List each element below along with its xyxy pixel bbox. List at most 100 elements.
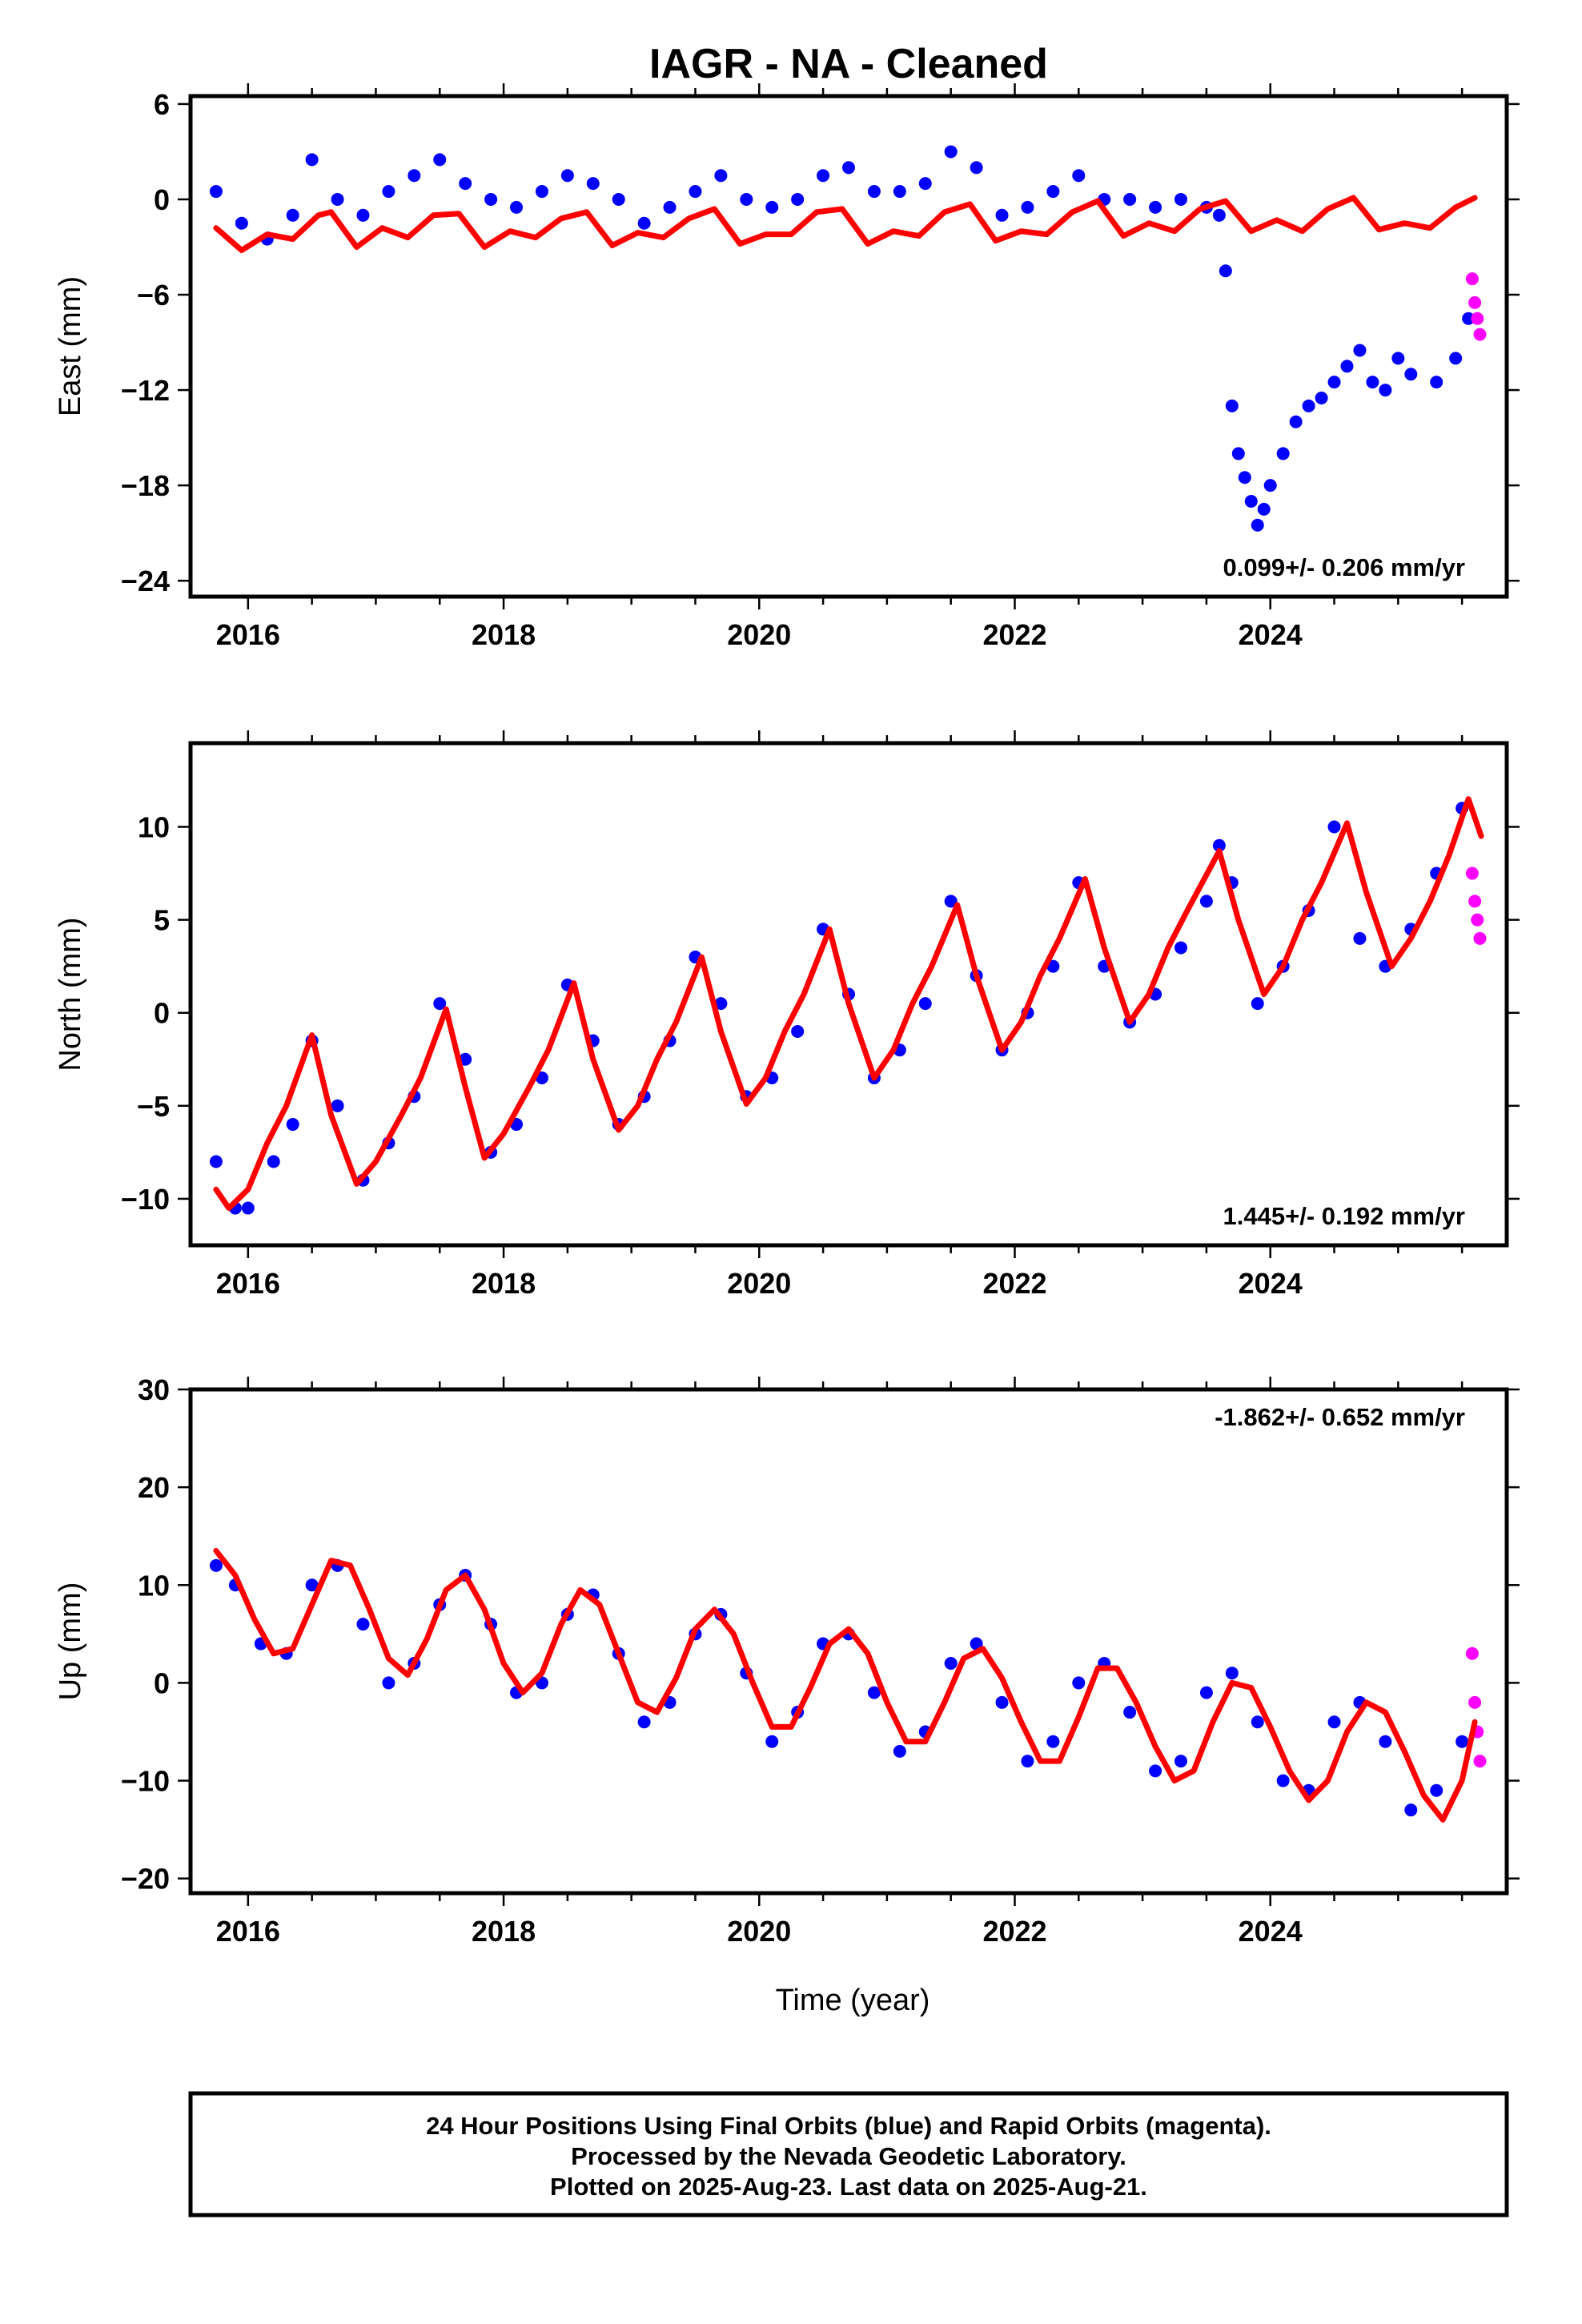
up-data-point: [1473, 1755, 1487, 1768]
x-axis-label: Time (year): [776, 1984, 930, 2017]
east-data-point: [382, 185, 396, 199]
up-x-tick-label: 2016: [216, 1915, 280, 1948]
up-data-point: [382, 1676, 396, 1690]
north-data-point: [1327, 820, 1341, 834]
up-data-point: [1465, 1647, 1479, 1660]
east-data-point: [1238, 471, 1251, 485]
east-data-point: [1340, 360, 1354, 373]
east-data-point: [612, 192, 625, 206]
east-x-tick-label: 2022: [982, 618, 1046, 651]
east-data-point: [1046, 185, 1060, 199]
north-y-tick-label: 5: [154, 904, 170, 937]
north-x-tick-label: 2016: [216, 1267, 280, 1300]
east-data-point: [1302, 399, 1315, 412]
north-data-point: [331, 1099, 344, 1112]
up-y-tick-label: 30: [138, 1373, 170, 1406]
east-panel: 2016 2018 2020 2022 2024 6 0 −6 −12 −18 −24 East (m…: [54, 83, 1520, 651]
footer-box: 24 Hour Positions Using Final Orbits (bl…: [188, 2091, 1509, 2217]
up-data-point: [1430, 1783, 1443, 1797]
north-x-tick-label: 2020: [727, 1267, 791, 1300]
up-data-point: [867, 1686, 881, 1699]
east-data-point: [1251, 518, 1264, 532]
east-y-tick-label: −24: [121, 565, 170, 597]
east-data-point: [1289, 415, 1303, 428]
north-data-point: [918, 997, 932, 1011]
up-data-point: [1174, 1755, 1187, 1768]
east-data-point: [1430, 376, 1443, 389]
east-data-point: [1149, 200, 1162, 214]
up-data-point: [1072, 1676, 1086, 1690]
east-data-point: [1219, 264, 1232, 278]
north-y-tick-label: −5: [137, 1090, 170, 1123]
east-fit-line: [213, 195, 1478, 253]
north-data-point: [1471, 913, 1484, 927]
east-data-point: [331, 192, 344, 206]
east-x-tick-label: 2020: [727, 618, 791, 651]
north-data-point: [1353, 931, 1367, 945]
east-data-point: [356, 208, 370, 222]
east-data-point: [842, 161, 855, 175]
up-data-point: [1276, 1774, 1290, 1787]
north-data-point: [433, 997, 447, 1011]
north-panel: 2016 2018 2020 2022 2024 10 5 0 −5 −10 North (mm) 1…: [54, 730, 1520, 1300]
north-data-point: [241, 1201, 255, 1215]
east-data-point: [791, 192, 805, 206]
north-y-tick-label: 10: [138, 811, 170, 844]
up-y-tick-label: 20: [138, 1471, 170, 1504]
up-x-tick-label: 2022: [982, 1915, 1046, 1948]
up-y-tick-label: 0: [154, 1667, 170, 1699]
up-data-point: [995, 1695, 1009, 1709]
east-data-point: [689, 185, 702, 199]
up-data-point: [637, 1715, 651, 1729]
up-data-point: [1149, 1764, 1162, 1778]
east-data-point: [586, 177, 600, 191]
up-frame: [188, 1387, 1509, 1896]
north-x-tick-label: 2024: [1239, 1267, 1303, 1300]
north-data-point: [1468, 895, 1482, 908]
east-x-tick-label: 2016: [216, 618, 280, 651]
east-data-point: [433, 153, 447, 167]
east-data-point: [893, 185, 906, 199]
east-y-tick-label: 0: [154, 183, 170, 216]
east-rate-label: 0.099+/- 0.206 mm/yr: [1223, 553, 1465, 581]
north-data-point: [944, 895, 958, 908]
up-x-tick-label: 2024: [1239, 1915, 1303, 1948]
east-data-point: [235, 216, 248, 230]
east-data-point: [714, 169, 728, 183]
north-x-tick-label: 2018: [472, 1267, 536, 1300]
up-rate-label: -1.862+/- 0.652 mm/yr: [1215, 1403, 1465, 1431]
up-data-point: [1456, 1735, 1469, 1748]
east-data-point: [740, 192, 753, 206]
north-y-tick-label: −10: [121, 1183, 170, 1216]
up-data-point: [1327, 1715, 1341, 1729]
up-data-point: [1199, 1686, 1213, 1699]
north-y-axis-label: North (mm): [54, 917, 87, 1071]
east-data-point: [1449, 352, 1463, 365]
up-x-tick-label: 2020: [727, 1915, 791, 1948]
east-data-point: [1379, 384, 1392, 397]
east-data-point: [1174, 192, 1187, 206]
footer-frame: [188, 2091, 1509, 2217]
east-data-point: [995, 208, 1009, 222]
east-y-axis-label: East (mm): [54, 276, 87, 416]
east-data-point: [970, 161, 983, 175]
north-data-point: [267, 1155, 280, 1168]
up-y-tick-label: −10: [121, 1765, 170, 1798]
east-data-point: [765, 200, 779, 214]
north-data-point: [1473, 931, 1487, 945]
footer-line-2: Processed by the Nevada Geodetic Laborat…: [571, 2142, 1126, 2170]
north-series-final-orbits: [209, 802, 1469, 1215]
east-data-point: [484, 192, 498, 206]
east-data-point: [663, 200, 677, 214]
east-x-tick-label: 2024: [1239, 618, 1303, 651]
east-data-point: [1465, 272, 1479, 286]
north-data-point: [1212, 838, 1226, 852]
east-data-point: [560, 169, 574, 183]
up-series-final-orbits: [209, 1558, 1469, 1817]
footer-line-1: 24 Hour Positions Using Final Orbits (bl…: [426, 2112, 1271, 2140]
up-data-point: [970, 1637, 983, 1651]
north-x-tick-label: 2022: [982, 1267, 1046, 1300]
up-data-point: [1468, 1695, 1482, 1709]
east-data-point: [1123, 192, 1137, 206]
north-data-point: [1251, 997, 1264, 1011]
